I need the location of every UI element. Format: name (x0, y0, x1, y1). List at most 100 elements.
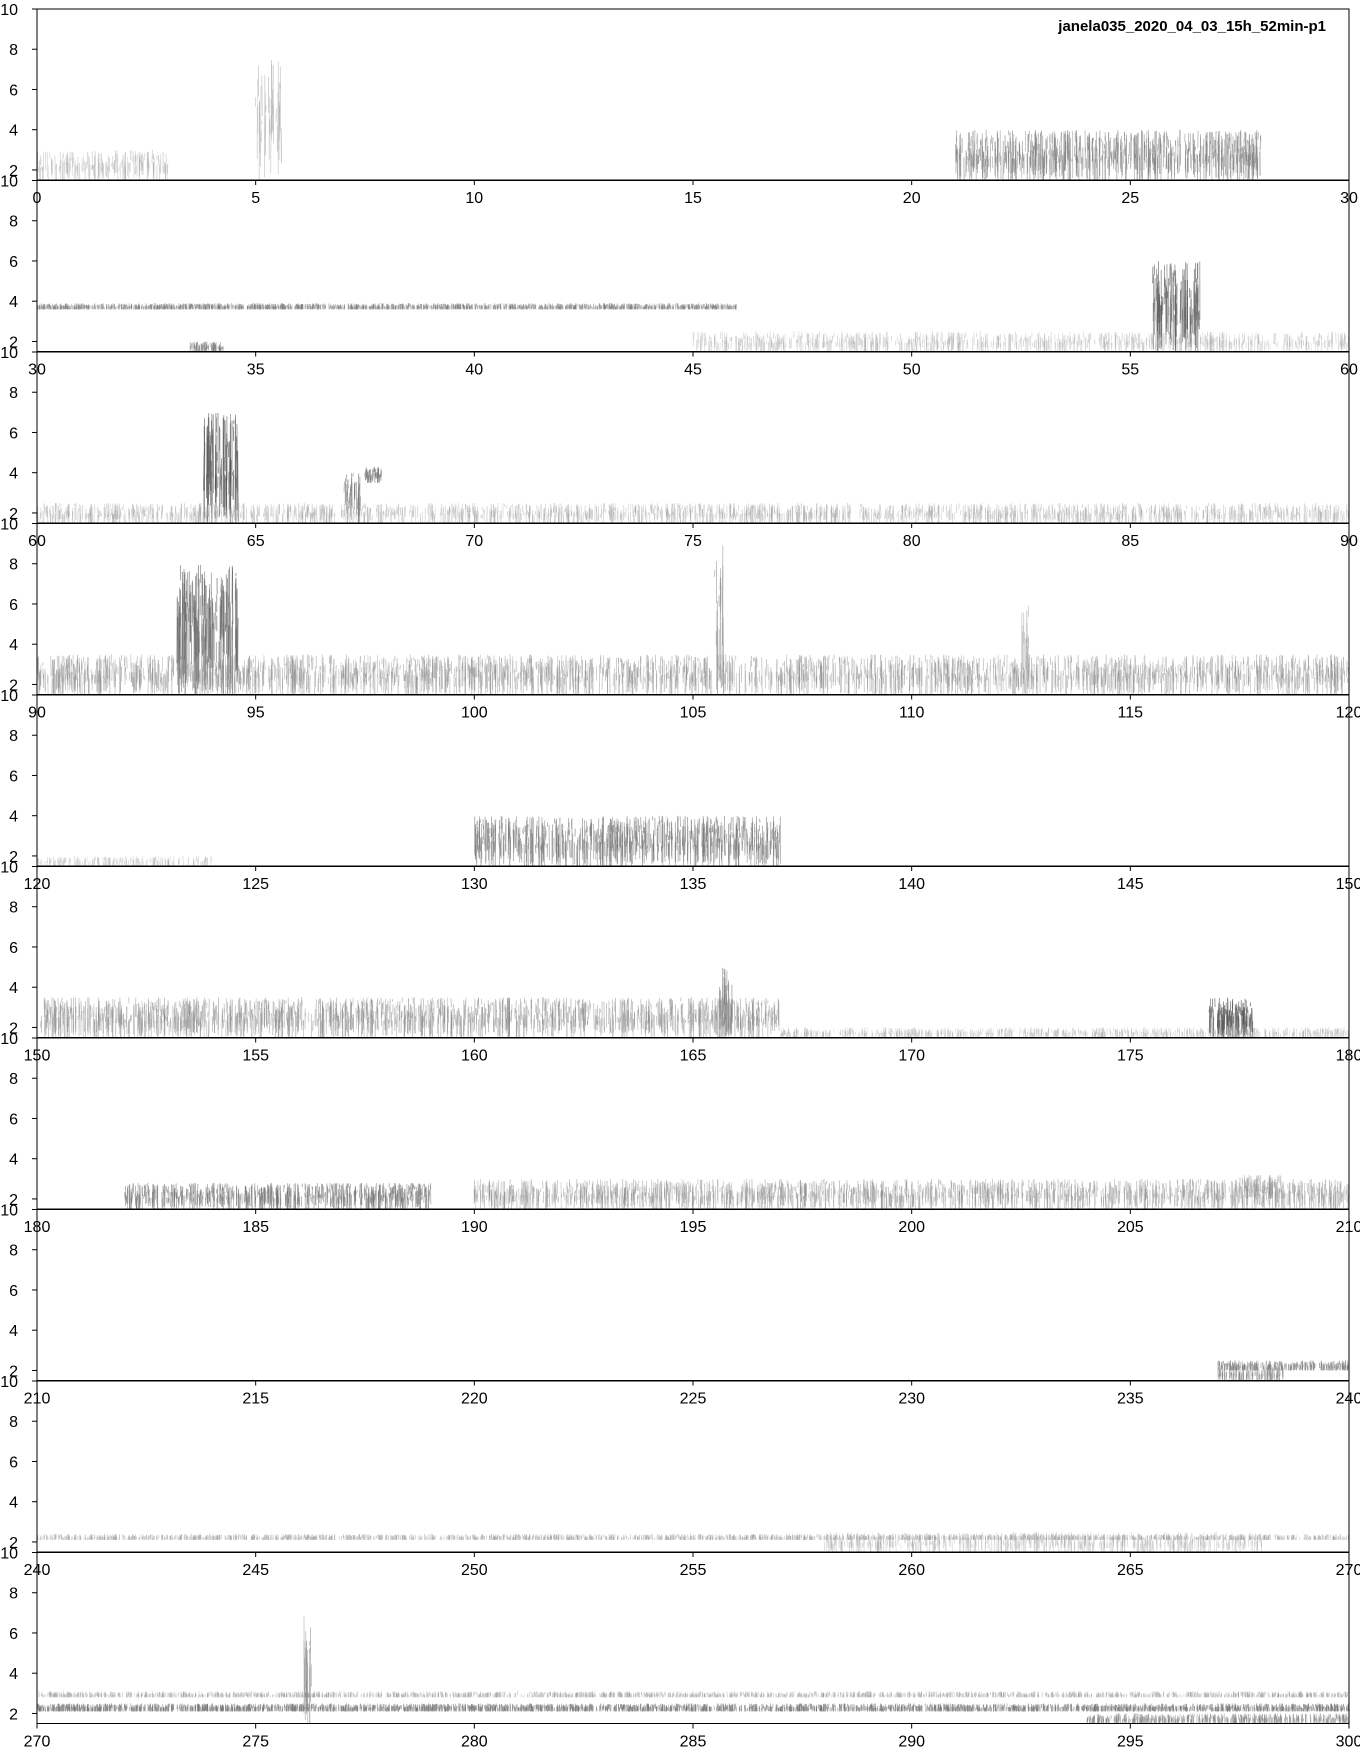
energy-stroke (1219, 512, 1221, 519)
energy-stroke (482, 508, 485, 513)
energy-stroke (736, 336, 738, 352)
energy-stroke (243, 305, 245, 310)
energy-stroke (811, 509, 813, 520)
energy-stroke (175, 305, 177, 310)
energy-stroke (548, 303, 550, 310)
energy-stroke (220, 306, 222, 310)
energy-stroke (761, 504, 764, 524)
energy-stroke (196, 512, 198, 523)
energy-stroke (434, 512, 436, 523)
energy-stroke (393, 304, 395, 310)
energy-stroke (848, 335, 850, 347)
energy-stroke (1077, 158, 1079, 178)
energy-stroke (1266, 341, 1268, 346)
energy-stroke (629, 306, 631, 310)
energy-stroke (1080, 135, 1082, 164)
energy-stroke (1068, 134, 1070, 145)
energy-stroke (739, 339, 741, 347)
energy-stroke (1189, 331, 1191, 347)
energy-stroke (883, 338, 885, 347)
energy-stroke (1068, 335, 1070, 343)
energy-stroke (1161, 505, 1163, 512)
energy-stroke (1075, 513, 1077, 524)
energy-stroke (890, 513, 892, 522)
energy-stroke (999, 333, 1002, 351)
energy-stroke (746, 335, 749, 352)
energy-stroke (967, 132, 969, 151)
energy-stroke (841, 334, 844, 352)
energy-stroke (1228, 511, 1230, 522)
energy-stroke (728, 503, 731, 516)
energy-stroke (950, 503, 952, 520)
energy-stroke (649, 513, 651, 524)
energy-stroke (1031, 509, 1033, 519)
energy-stroke (1133, 150, 1135, 181)
energy-stroke (81, 505, 84, 520)
energy-stroke (379, 473, 381, 478)
energy-stroke (1108, 132, 1110, 161)
energy-stroke (905, 514, 908, 522)
energy-stroke (205, 342, 207, 352)
energy-stroke (1080, 340, 1082, 346)
energy-stroke (628, 303, 630, 310)
energy-stroke (789, 340, 791, 349)
energy-stroke (1186, 149, 1188, 179)
energy-stroke (363, 303, 365, 308)
energy-stroke (937, 340, 939, 348)
energy-stroke (516, 507, 518, 524)
energy-stroke (1220, 141, 1223, 170)
energy-stroke (1043, 333, 1046, 339)
energy-stroke (1148, 158, 1150, 180)
energy-stroke (552, 305, 554, 310)
energy-stroke (927, 506, 930, 516)
x-tick-label: 15 (684, 190, 702, 207)
energy-stroke (93, 164, 95, 177)
energy-stroke (1110, 151, 1112, 160)
energy-stroke (753, 336, 755, 348)
energy-stroke (716, 304, 718, 310)
energy-stroke (617, 306, 619, 310)
energy-stroke (905, 504, 907, 511)
energy-stroke (138, 152, 140, 177)
energy-stroke (897, 336, 899, 345)
energy-stroke (575, 505, 578, 509)
y-tick-label: 10 (0, 2, 18, 19)
energy-stroke (1013, 141, 1015, 173)
energy-stroke (139, 159, 141, 163)
energy-stroke (66, 164, 69, 174)
energy-stroke (987, 159, 990, 168)
energy-stroke (391, 303, 393, 310)
energy-stroke (1335, 512, 1337, 524)
energy-stroke (582, 303, 584, 310)
energy-stroke (1223, 139, 1226, 147)
energy-stroke (1052, 506, 1054, 514)
energy-stroke (1082, 339, 1085, 344)
energy-stroke (101, 303, 103, 310)
energy-stroke (1190, 338, 1193, 346)
y-tick-label: 6 (9, 254, 18, 271)
energy-stroke (774, 342, 776, 351)
energy-stroke (98, 153, 100, 176)
energy-stroke (1343, 342, 1345, 347)
energy-stroke (1132, 509, 1134, 522)
energy-stroke (703, 333, 705, 352)
energy-stroke (601, 305, 603, 309)
energy-stroke (390, 507, 393, 524)
energy-stroke (1178, 334, 1181, 352)
energy-stroke (1230, 514, 1232, 524)
energy-stroke (74, 303, 76, 310)
energy-stroke (1105, 511, 1107, 520)
x-tick-label: 20 (903, 190, 921, 207)
energy-stroke (900, 514, 902, 522)
energy-stroke (215, 505, 217, 522)
energy-stroke (1166, 264, 1168, 323)
energy-stroke (646, 304, 648, 310)
energy-stroke (1186, 263, 1188, 330)
energy-stroke (977, 155, 979, 174)
energy-stroke (165, 153, 167, 164)
energy-stroke (1022, 157, 1025, 162)
energy-stroke (152, 161, 154, 172)
energy-stroke (262, 513, 265, 517)
